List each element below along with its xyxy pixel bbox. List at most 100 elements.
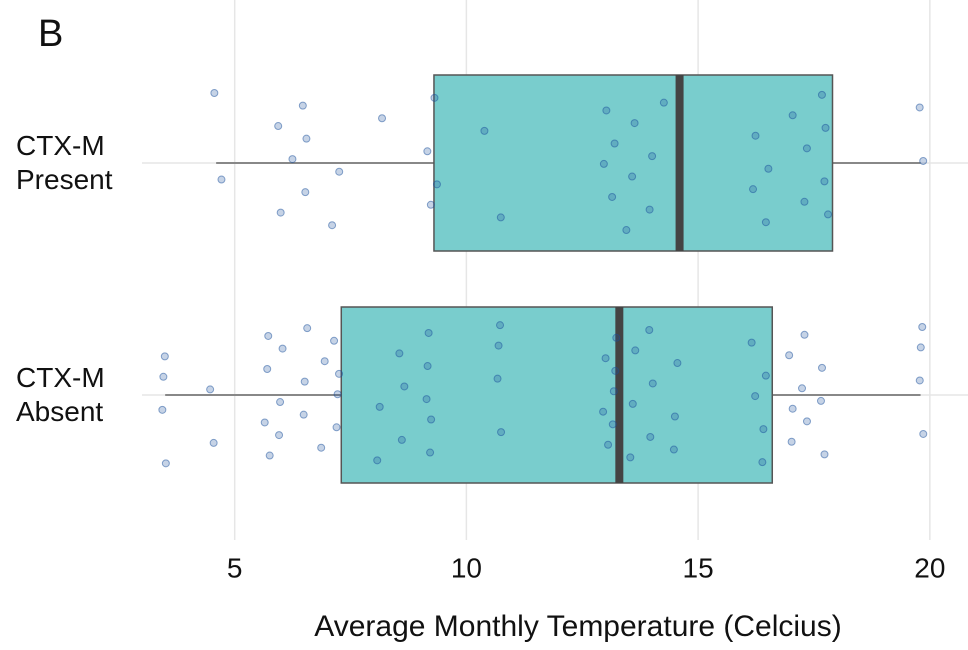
jitter-point	[276, 208, 285, 217]
jitter-point	[761, 218, 770, 227]
jitter-point	[608, 192, 617, 201]
jitter-point	[604, 440, 613, 449]
jitter-point	[919, 156, 928, 165]
jitter-point	[758, 458, 767, 467]
box	[433, 74, 834, 252]
jitter-point	[646, 432, 655, 441]
jitter-point	[800, 197, 809, 206]
jitter-point	[751, 392, 760, 401]
jitter-point	[424, 328, 433, 337]
jitter-point	[788, 404, 797, 413]
jitter-point	[278, 344, 287, 353]
jitter-point	[628, 399, 637, 408]
jitter-point	[802, 144, 811, 153]
jitter-point	[820, 450, 829, 459]
x-tick-label: 20	[914, 552, 945, 583]
jitter-point	[915, 103, 924, 112]
jitter-point	[426, 448, 435, 457]
jitter-point	[669, 445, 678, 454]
jitter-point	[493, 374, 502, 383]
jitter-point	[158, 405, 167, 414]
jitter-point	[275, 431, 284, 440]
jitter-point	[759, 425, 768, 434]
jitter-point	[747, 338, 756, 347]
jitter-point	[301, 188, 310, 197]
jitter-point	[480, 126, 489, 135]
jitter-point	[373, 456, 382, 465]
jitter-point	[916, 343, 925, 352]
jitter-point	[764, 164, 773, 173]
jitter-point	[333, 390, 342, 399]
jitter-point	[375, 402, 384, 411]
y-tick-label: CTX-M Absent	[16, 362, 105, 427]
jitter-point	[426, 200, 435, 209]
jitter-point	[496, 321, 505, 330]
jitter-point	[785, 351, 794, 360]
jitter-point	[263, 364, 272, 373]
jitter-point	[395, 349, 404, 358]
panel-label: B	[38, 13, 63, 55]
jitter-point	[670, 412, 679, 421]
jitter-point	[335, 167, 344, 176]
jitter-point	[210, 89, 219, 97]
jitter-point	[302, 134, 311, 143]
jitter-point	[276, 398, 285, 407]
box	[340, 306, 774, 484]
jitter-point	[824, 210, 833, 219]
jitter-point	[612, 333, 621, 342]
jitter-point	[631, 346, 640, 355]
jitter-point	[159, 372, 168, 381]
jitter-point	[288, 155, 297, 164]
jitter-point	[918, 323, 927, 332]
jitter-point	[300, 377, 309, 386]
jitter-point	[749, 185, 758, 194]
jitter-point	[818, 363, 827, 372]
jitter-point	[317, 443, 326, 452]
jitter-point	[802, 417, 811, 426]
x-tick-label: 5	[227, 552, 243, 583]
jitter-point	[820, 177, 829, 186]
jitter-point	[265, 451, 274, 460]
jitter-point	[299, 410, 308, 419]
y-tick-label: CTX-M Present	[16, 130, 113, 195]
jitter-point	[599, 407, 608, 416]
jitter-point	[264, 331, 273, 340]
jitter-point	[260, 418, 269, 427]
jitter-point	[602, 106, 611, 115]
jitter-point	[160, 352, 169, 361]
jitter-point	[430, 93, 439, 102]
jitter-point	[622, 226, 631, 235]
x-tick-label: 15	[683, 552, 714, 583]
jitter-point	[303, 324, 312, 333]
jitter-point	[610, 139, 619, 148]
jitter-point	[378, 114, 387, 123]
jitter-point	[648, 152, 657, 161]
jitter-point	[761, 371, 770, 380]
jitter-point	[423, 147, 432, 156]
jitter-point	[798, 384, 807, 393]
jitter-point	[161, 459, 170, 468]
jitter-point	[800, 330, 809, 339]
jitter-point	[601, 354, 610, 363]
jitter-point	[497, 428, 506, 437]
jitter-point	[298, 101, 307, 110]
jitter-point	[427, 415, 436, 424]
jitter-point	[609, 387, 618, 396]
jitter-point	[645, 325, 654, 334]
x-axis-label: Average Monthly Temperature (Celcius)	[314, 610, 841, 643]
jitter-point	[397, 435, 406, 444]
jitter-point	[328, 221, 337, 230]
jitter-point	[919, 429, 928, 438]
jitter-point	[659, 98, 668, 107]
jitter-point	[494, 341, 503, 350]
jitter-point	[821, 123, 830, 132]
jitter-point	[599, 159, 608, 168]
jitter-point	[274, 122, 283, 131]
jitter-point	[496, 213, 505, 222]
jitter-point	[608, 420, 617, 429]
jitter-point	[400, 382, 409, 391]
jitter-point	[751, 131, 760, 140]
jitter-point	[626, 453, 635, 462]
jitter-point	[673, 359, 682, 368]
